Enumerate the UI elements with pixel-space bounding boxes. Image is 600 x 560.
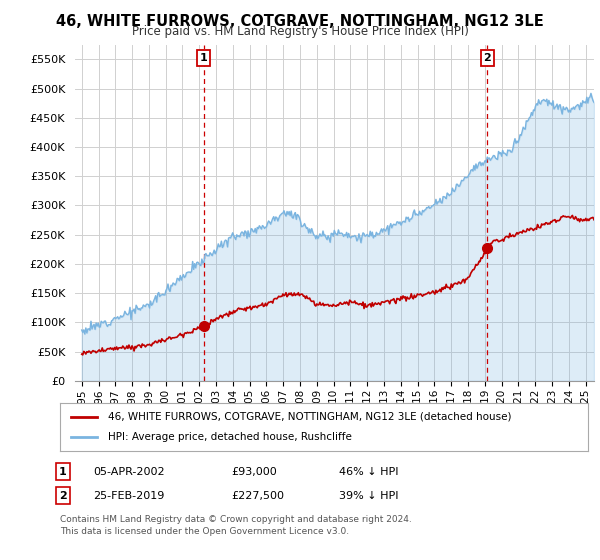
Text: HPI: Average price, detached house, Rushcliffe: HPI: Average price, detached house, Rush… [107,432,352,442]
Text: This data is licensed under the Open Government Licence v3.0.: This data is licensed under the Open Gov… [60,528,349,536]
Text: Contains HM Land Registry data © Crown copyright and database right 2024.: Contains HM Land Registry data © Crown c… [60,515,412,524]
Text: 2: 2 [484,53,491,63]
Text: 46, WHITE FURROWS, COTGRAVE, NOTTINGHAM, NG12 3LE: 46, WHITE FURROWS, COTGRAVE, NOTTINGHAM,… [56,14,544,29]
Text: 2: 2 [59,491,67,501]
Text: £93,000: £93,000 [231,466,277,477]
Text: 39% ↓ HPI: 39% ↓ HPI [339,491,398,501]
Text: £227,500: £227,500 [231,491,284,501]
Text: 46% ↓ HPI: 46% ↓ HPI [339,466,398,477]
Text: 25-FEB-2019: 25-FEB-2019 [93,491,164,501]
Text: 05-APR-2002: 05-APR-2002 [93,466,164,477]
Text: 1: 1 [59,466,67,477]
Text: 1: 1 [200,53,208,63]
Text: Price paid vs. HM Land Registry's House Price Index (HPI): Price paid vs. HM Land Registry's House … [131,25,469,38]
Text: 46, WHITE FURROWS, COTGRAVE, NOTTINGHAM, NG12 3LE (detached house): 46, WHITE FURROWS, COTGRAVE, NOTTINGHAM,… [107,412,511,422]
